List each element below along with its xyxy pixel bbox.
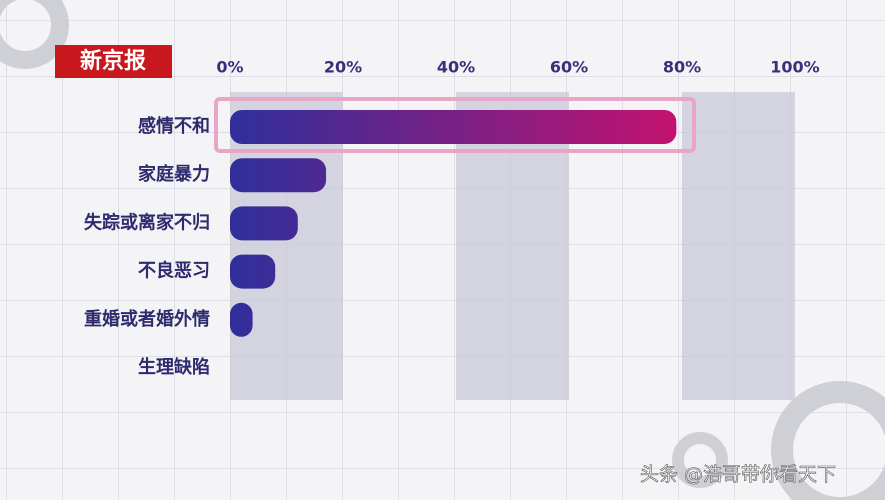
bar (230, 254, 276, 289)
watermark: 头条 @浩哥带你看天下 (640, 464, 836, 486)
gear (672, 432, 728, 488)
gear (771, 381, 885, 500)
x-tick-label: 80% (663, 58, 701, 77)
x-tick-label: 40% (437, 58, 475, 77)
category-label: 生理缺陷 (138, 356, 210, 378)
gear (0, 0, 69, 69)
bar (230, 110, 677, 144)
x-tick-label: 0% (216, 58, 243, 77)
category-label: 家庭暴力 (138, 163, 210, 185)
logo: 新京报 (80, 48, 146, 74)
x-tick-label: 20% (324, 58, 362, 77)
category-label: 不良恶习 (138, 260, 210, 282)
bar (230, 158, 327, 193)
grid-band (682, 92, 795, 400)
bar (230, 206, 298, 241)
category-label: 感情不和 (138, 115, 210, 137)
category-label: 失踪或离家不归 (84, 211, 210, 233)
x-tick-label: 60% (550, 58, 588, 77)
bar (230, 302, 253, 337)
category-label: 重婚或者婚外情 (84, 308, 210, 330)
logo-box (55, 45, 172, 78)
x-tick-label: 100% (770, 58, 819, 77)
highlight-frame (214, 97, 696, 153)
